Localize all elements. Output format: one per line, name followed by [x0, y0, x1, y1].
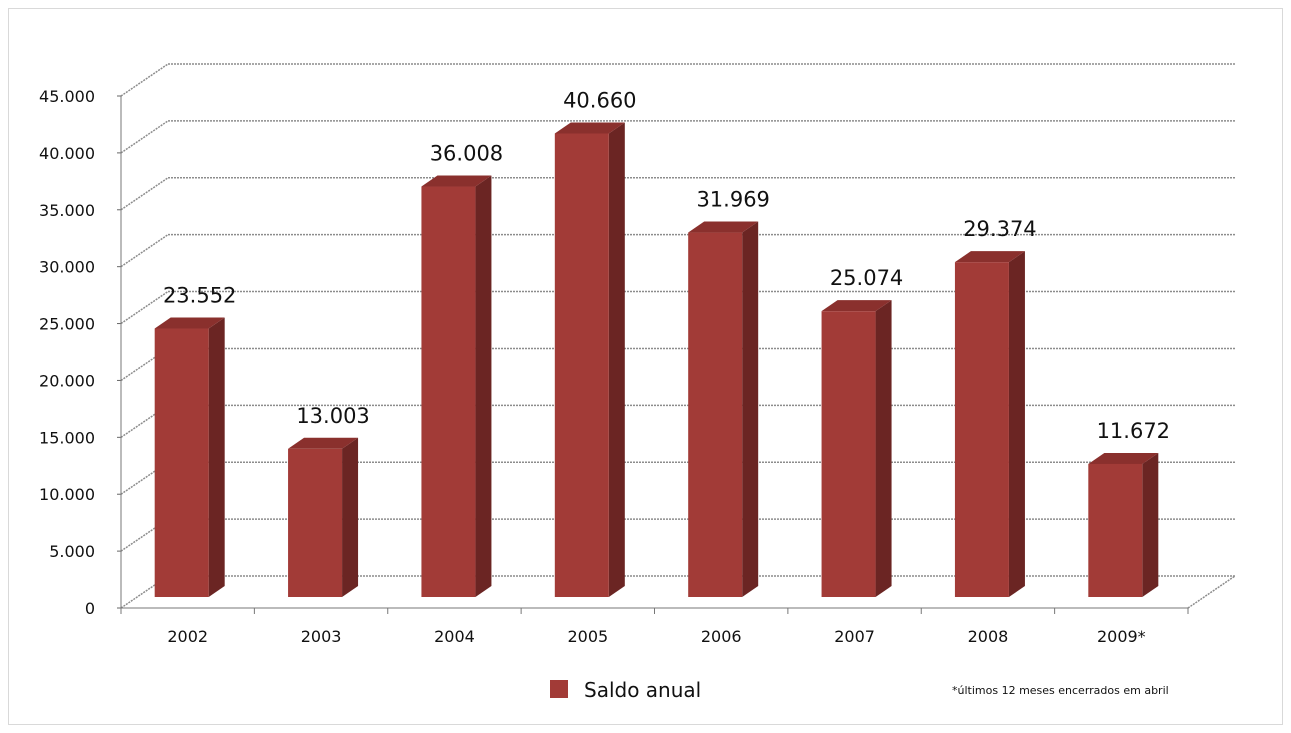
y-tick-label: 5.000 [49, 542, 95, 561]
data-label: 23.552 [163, 284, 236, 308]
data-labels: 23.552 13.003 36.008 40.660 31.969 25.074 29.3… [163, 88, 1170, 442]
x-tick-label: 2009* [1097, 627, 1146, 646]
data-label: 29.374 [963, 217, 1036, 241]
bar-2005 [554, 122, 625, 597]
y-tick-label: 0 [85, 599, 95, 618]
bar-front [421, 186, 476, 598]
grid-diagonal [120, 575, 169, 609]
grid-diagonal [120, 404, 169, 438]
x-tick-label: 2004 [434, 627, 475, 646]
bar-front [688, 232, 743, 597]
grid-diagonal [120, 120, 169, 154]
x-tick-label: 2007 [834, 627, 875, 646]
bar-top [421, 175, 492, 187]
bars [154, 122, 1159, 598]
grid-diagonal [120, 177, 169, 211]
legend: Saldo anual [550, 678, 701, 702]
bar-top [288, 437, 359, 449]
data-label: 31.969 [696, 188, 769, 212]
floor-edge [1187, 575, 1236, 609]
y-tick-label: 35.000 [39, 201, 95, 220]
y-tick-label: 40.000 [39, 144, 95, 163]
x-tick-label: 2005 [567, 627, 608, 646]
x-tick-label: 2003 [301, 627, 342, 646]
bar-front [288, 448, 343, 597]
y-tick-label: 20.000 [39, 371, 95, 390]
bar-front [554, 133, 609, 597]
bar-top [154, 317, 225, 329]
bar-side [875, 300, 892, 597]
bar-front [954, 262, 1009, 597]
bar-top [688, 221, 759, 233]
x-tick-label: 2008 [968, 627, 1009, 646]
legend-label: Saldo anual [584, 678, 701, 702]
y-tick-label: 15.000 [39, 428, 95, 447]
grid-diagonal [120, 347, 169, 382]
bar-top [554, 122, 625, 134]
y-tick-label: 25.000 [39, 315, 95, 334]
bar-side [475, 175, 492, 598]
bar-2007 [821, 300, 892, 597]
data-label: 40.660 [563, 88, 636, 112]
footnote: *últimos 12 meses encerrados em abril [952, 684, 1169, 697]
bar-2003 [288, 437, 359, 597]
grid-diagonal [120, 234, 169, 268]
bar-2004 [421, 175, 492, 598]
bar-top [821, 300, 892, 312]
data-label: 11.672 [1097, 419, 1170, 443]
data-label: 13.003 [296, 404, 369, 428]
grid-diagonal [120, 63, 169, 97]
bar-side [1008, 251, 1025, 597]
grid-diagonal [120, 290, 169, 325]
y-tick-label: 45.000 [39, 87, 95, 106]
bar-side [742, 221, 759, 597]
bar-front [154, 328, 209, 597]
bar-side [342, 437, 359, 597]
bar-2006 [688, 221, 759, 597]
x-tick-label: 2006 [701, 627, 742, 646]
bar-2008 [954, 251, 1025, 597]
bar-2002 [154, 317, 225, 597]
grid-diagonal [120, 518, 169, 552]
bar-top [954, 251, 1025, 263]
x-tick-label: 2002 [167, 627, 208, 646]
axes: 0 5.000 10.000 15.000 20.000 25.000 30.000 35.0… [39, 87, 1189, 646]
bar-front [821, 311, 876, 597]
legend-swatch [550, 680, 568, 698]
y-tick-label: 10.000 [39, 485, 95, 504]
data-label: 25.074 [830, 266, 903, 290]
grid-diagonal [120, 461, 169, 495]
bar-side [208, 317, 225, 597]
bar-side [608, 122, 625, 597]
bar-2009* [1088, 452, 1159, 597]
bar-front [1088, 463, 1143, 597]
y-tick-label: 30.000 [39, 258, 95, 277]
bar-side [1142, 452, 1159, 597]
bar-top [1088, 452, 1159, 464]
data-label: 36.008 [430, 142, 503, 166]
